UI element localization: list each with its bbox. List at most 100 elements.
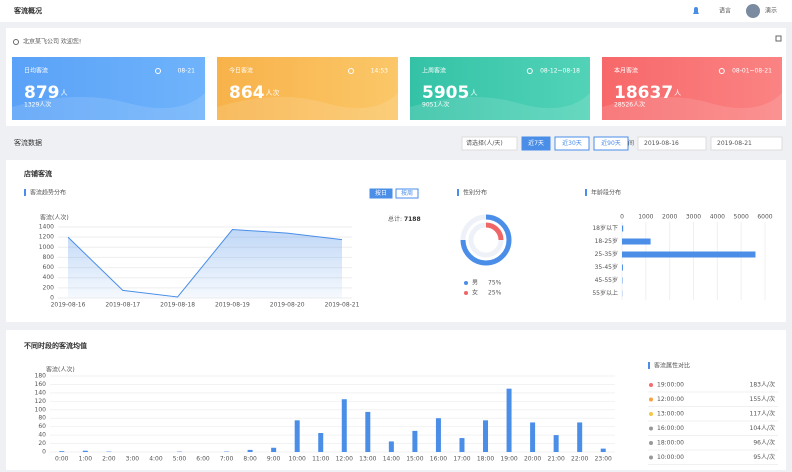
x-tick-label: 11:00: [312, 456, 329, 463]
x-tick-label: 13:00: [359, 456, 376, 463]
x-tick-label: 0:00: [55, 456, 69, 463]
card-date: 08-01~08-21: [732, 68, 772, 75]
x-tick-label: 3000: [686, 214, 701, 221]
rank-icon: [649, 412, 653, 416]
card-value: 879人: [24, 83, 68, 103]
card-title: 上周客流: [422, 67, 446, 75]
rank-icon: [649, 426, 653, 431]
x-tick-label: 0: [620, 214, 624, 221]
card-sub: 1329人次: [24, 101, 51, 109]
bar: [59, 451, 65, 452]
card-date: 08-21: [178, 68, 196, 75]
card-number: 18637: [614, 83, 673, 103]
title-marker: [648, 362, 650, 369]
toggle-button[interactable]: [369, 188, 393, 199]
card-title: 本月客流: [614, 67, 638, 75]
location[interactable]: 北京某飞公司 欢迎您!: [23, 38, 81, 46]
x-tick-label: 2000: [662, 214, 677, 221]
x-tick-label: 19:00: [500, 456, 517, 463]
bar: [294, 420, 300, 452]
card-wave: [12, 93, 205, 120]
rank-value: 95人/次: [753, 453, 775, 461]
card-unit: 人: [61, 89, 68, 97]
rank-time: 16:00:00: [657, 425, 684, 432]
x-tick-label: 4000: [710, 214, 725, 221]
card-sub: 9051人次: [422, 101, 449, 109]
user-name[interactable]: 演示: [765, 7, 777, 15]
avatar[interactable]: [746, 4, 760, 18]
card-date: 08-12~08-18: [540, 68, 580, 75]
bar: [388, 441, 394, 452]
select-box[interactable]: [461, 136, 518, 151]
toggle-label[interactable]: 按日: [375, 189, 387, 197]
card-value: 864人次: [229, 83, 280, 103]
fullscreen-icon[interactable]: [775, 35, 782, 42]
y-tick-label: 80: [38, 415, 46, 422]
start-date[interactable]: 2019-08-16: [644, 140, 679, 147]
range-button-label[interactable]: 近30天: [562, 139, 582, 147]
x-tick-label: 20:00: [524, 456, 541, 463]
card-value: 5905人: [422, 83, 477, 103]
card-number: 879: [24, 83, 60, 103]
range-button[interactable]: [554, 136, 590, 151]
y-tick-label: 40: [38, 432, 46, 439]
rank-time: 19:00:00: [657, 382, 684, 389]
x-tick-label: 2019-08-20: [270, 302, 305, 309]
rank-value: 183人/次: [750, 381, 775, 389]
x-tick-label: 22:00: [571, 456, 588, 463]
chart-title: 客流趋势分布: [30, 189, 66, 197]
card-date: 14:53: [371, 68, 388, 75]
chart-title: 性别分布: [463, 189, 487, 197]
legend-swatch: [464, 281, 468, 285]
title-marker: [24, 189, 26, 196]
y-tick-label: 45-55岁: [595, 276, 618, 284]
bar: [622, 225, 624, 232]
total-value: 7188: [404, 216, 421, 223]
card-number: 5905: [422, 83, 469, 103]
select-placeholder[interactable]: 请选择(人/天): [466, 139, 503, 147]
x-tick-label: 16:00: [430, 456, 447, 463]
card-wave: [602, 93, 782, 120]
y-tick-label: 140: [35, 389, 47, 396]
x-tick-label: 2019-08-19: [215, 302, 250, 309]
start-date-box[interactable]: [637, 136, 707, 151]
x-tick-label: 2019-08-17: [105, 302, 140, 309]
legend-name: 男: [472, 280, 478, 287]
toggle-label[interactable]: 按周: [401, 189, 413, 197]
bar: [365, 411, 371, 452]
y-axis-label: 客流(人次): [40, 214, 69, 222]
end-date-box[interactable]: [710, 136, 783, 151]
y-tick-label: 20: [38, 440, 46, 447]
rank-value: 117人/次: [750, 410, 775, 418]
y-tick-label: 200: [43, 284, 55, 291]
card-title: 今日客流: [229, 67, 253, 75]
total-label: 总计:: [388, 215, 402, 223]
title-marker: [457, 189, 459, 196]
range-button[interactable]: [593, 136, 629, 151]
range-button[interactable]: [521, 136, 551, 151]
bar: [247, 449, 253, 452]
x-tick-label: 10:00: [289, 456, 306, 463]
toggle-button[interactable]: [395, 188, 419, 199]
y-tick-label: 120: [35, 398, 47, 405]
stat-card: [602, 57, 782, 120]
y-tick-label: 18-25岁: [595, 237, 618, 245]
legend-name: 女: [472, 289, 478, 297]
x-tick-label: 2:00: [102, 456, 116, 463]
title-marker: [585, 189, 587, 196]
range-button-label[interactable]: 近7天: [528, 139, 544, 147]
bell-icon[interactable]: [693, 7, 699, 14]
x-tick-label: 2019-08-21: [325, 302, 360, 309]
legend-value: 75%: [488, 280, 502, 287]
x-tick-label: 23:00: [595, 456, 612, 463]
card-number: 864: [229, 83, 265, 103]
x-tick-label: 9:00: [267, 456, 281, 463]
bar: [435, 418, 441, 452]
end-date[interactable]: 2019-08-21: [717, 140, 752, 147]
bar: [318, 433, 324, 452]
language[interactable]: 语言: [719, 7, 731, 15]
range-button-label[interactable]: 近90天: [601, 139, 621, 147]
bar: [553, 435, 559, 452]
